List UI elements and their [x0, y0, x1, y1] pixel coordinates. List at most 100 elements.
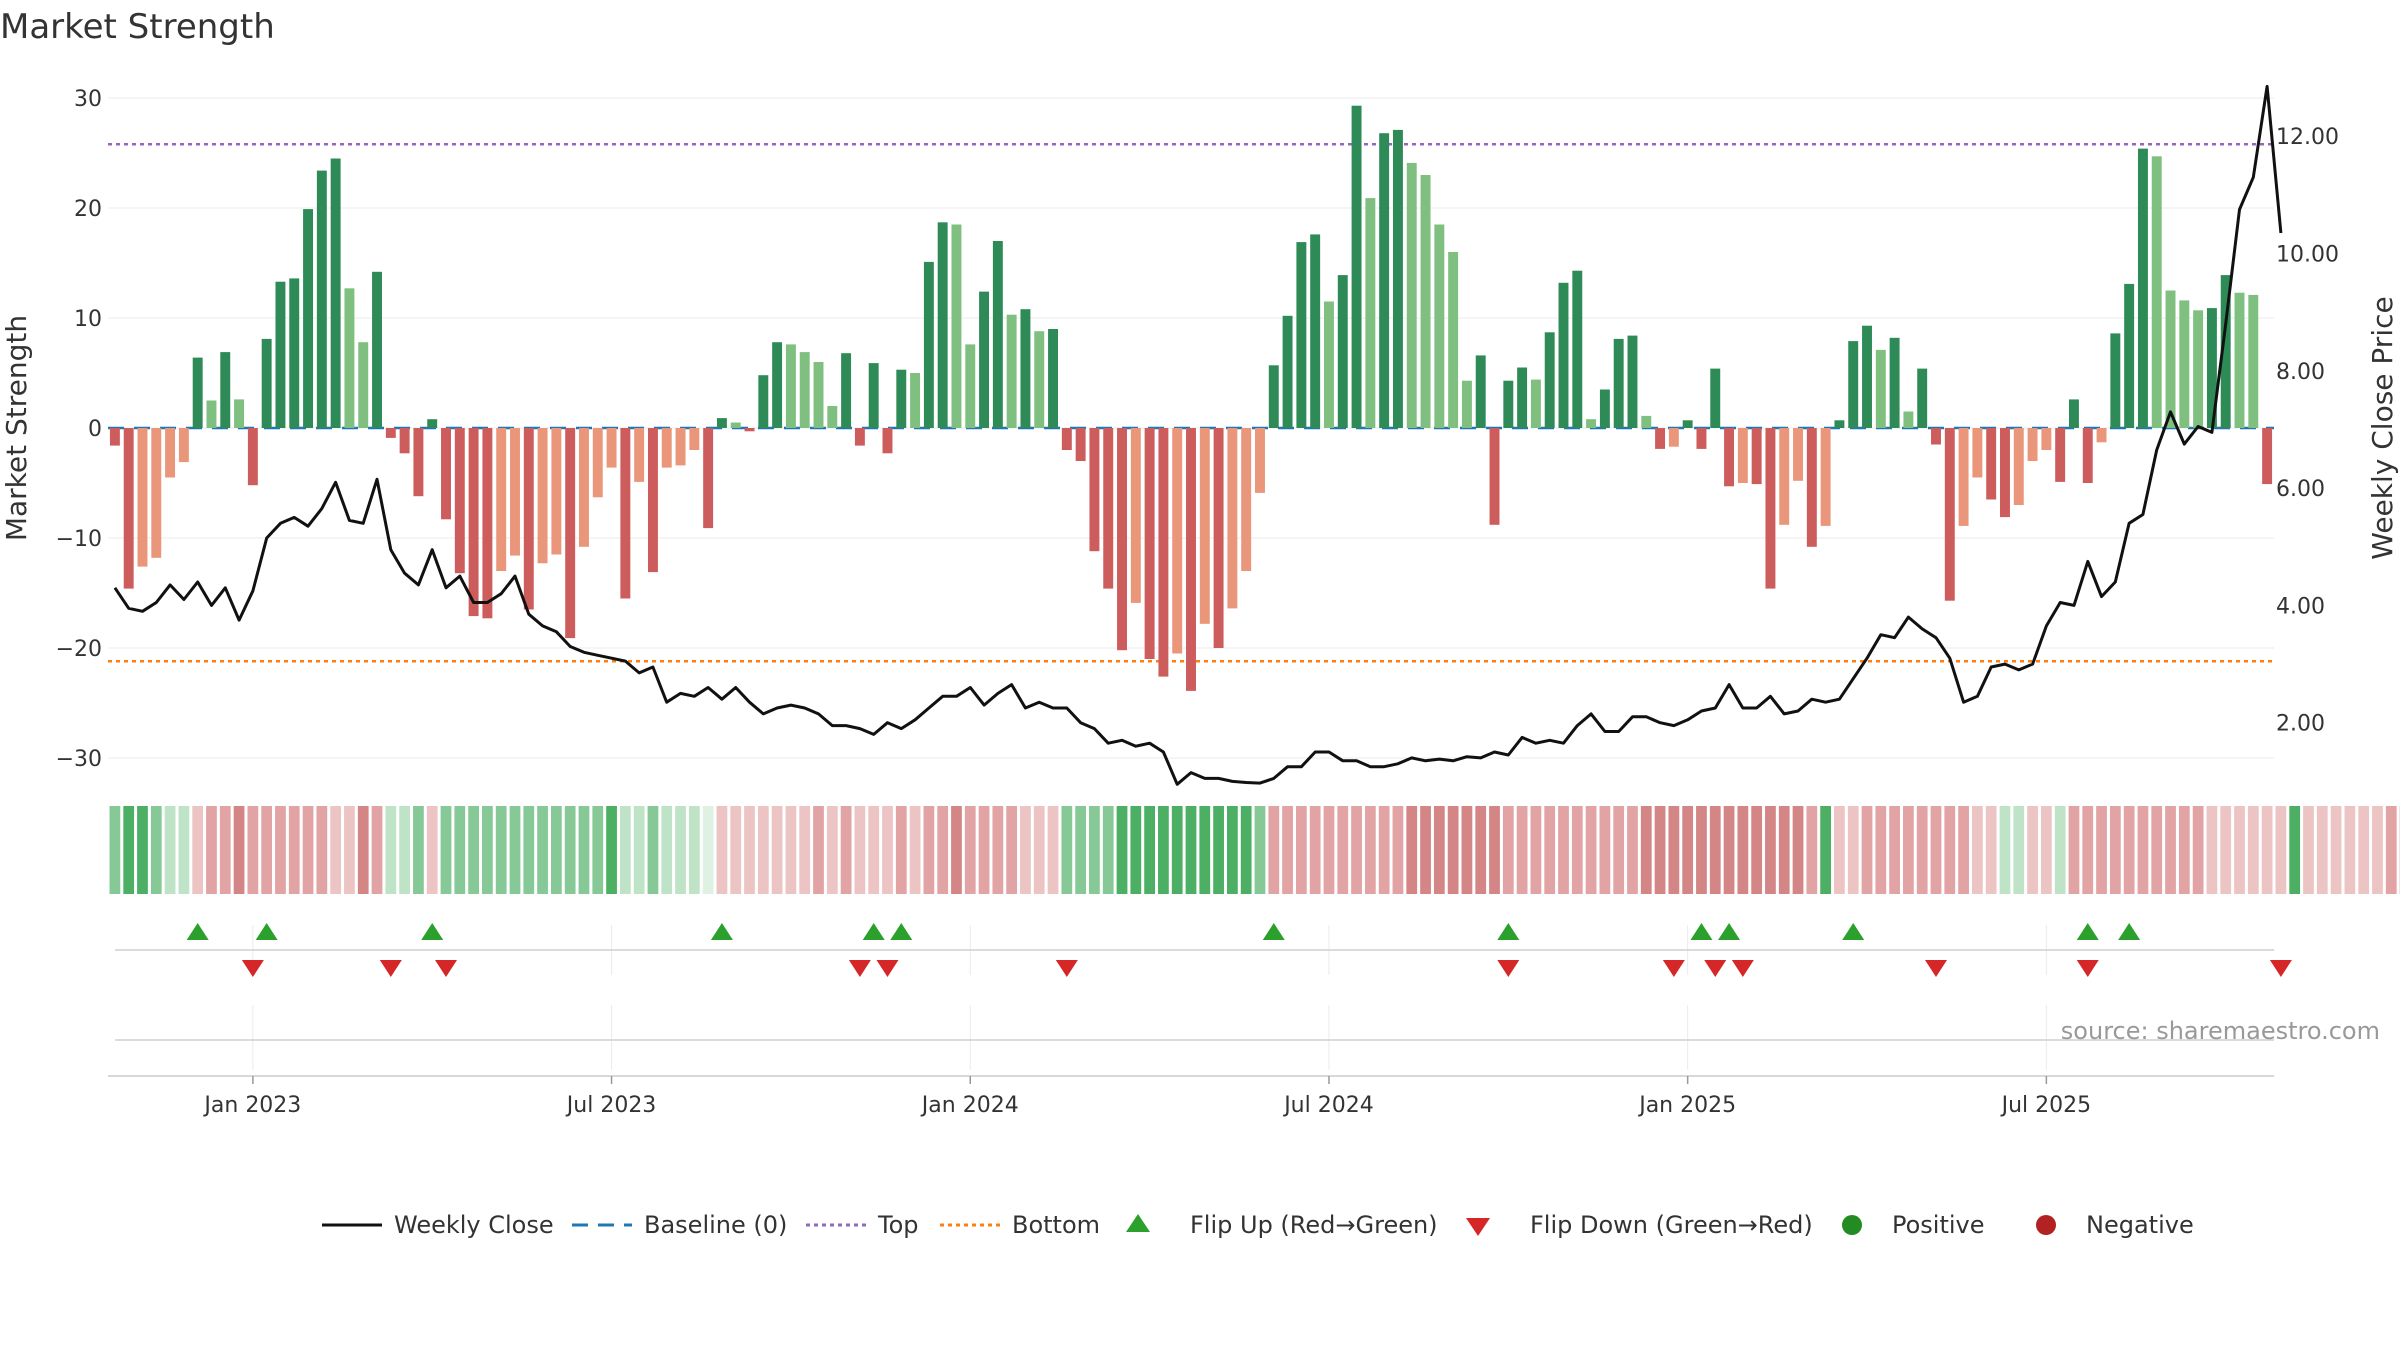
- strength-bar: [1475, 355, 1486, 428]
- strength-bar: [275, 281, 286, 428]
- sentiment-cell: [2206, 806, 2218, 894]
- flip-down-marker: [1662, 960, 1685, 977]
- sentiment-cell: [1806, 806, 1818, 894]
- sentiment-cell: [813, 806, 824, 894]
- source-credit: source: sharemaestro.com: [2061, 1017, 2380, 1045]
- sentiment-cell: [964, 806, 976, 894]
- strength-bar: [965, 344, 976, 428]
- sentiment-cell: [523, 806, 535, 894]
- strength-bar: [1020, 309, 1031, 428]
- sentiment-cell: [1627, 806, 1638, 894]
- flip-up-marker: [862, 923, 885, 940]
- strength-bar: [165, 428, 176, 478]
- y2-tick-label: 6.00: [2276, 477, 2325, 502]
- strength-bar: [854, 428, 865, 446]
- strength-bar: [1420, 175, 1431, 428]
- strength-bar: [1779, 428, 1790, 525]
- strength-bar: [1213, 428, 1224, 648]
- y-tick-label: −30: [56, 747, 102, 772]
- sentiment-cell: [1875, 806, 1887, 894]
- y-tick-label: 10: [74, 307, 102, 332]
- strength-bar: [703, 428, 714, 529]
- strength-bars: [109, 105, 2273, 691]
- x-tick-label: Jan 2024: [920, 1093, 1019, 1118]
- strength-bar: [523, 428, 534, 610]
- sentiment-cell: [1958, 806, 1969, 894]
- sentiment-cell: [150, 806, 162, 894]
- sentiment-cell: [550, 806, 562, 894]
- strength-bar: [372, 271, 382, 428]
- strength-bar: [606, 428, 617, 468]
- sentiment-cell: [1516, 806, 1528, 894]
- sentiment-cell: [137, 806, 148, 894]
- sentiment-cell: [1999, 806, 2011, 894]
- strength-bar: [1323, 301, 1334, 428]
- sentiment-cell: [1006, 806, 1018, 894]
- sentiment-cell: [1337, 806, 1349, 894]
- strength-bar: [2110, 333, 2121, 428]
- flip-up-marker: [186, 923, 209, 940]
- strength-bar: [137, 428, 148, 567]
- sentiment-cell: [206, 806, 217, 894]
- strength-bar: [951, 224, 962, 428]
- sentiment-cell: [1213, 806, 1224, 894]
- strength-bar: [1544, 332, 1555, 428]
- sentiment-cell: [1834, 806, 1845, 894]
- sentiment-cell: [288, 806, 300, 894]
- strength-bar: [1958, 428, 1969, 526]
- strength-bar: [1144, 428, 1155, 659]
- sentiment-cell: [2234, 806, 2245, 894]
- strength-bar: [1765, 428, 1776, 589]
- strength-bar: [772, 342, 783, 428]
- legend-label: Positive: [1892, 1211, 1985, 1239]
- flip-up-marker: [255, 923, 278, 940]
- sentiment-cell: [2358, 806, 2370, 894]
- sentiment-cell: [1295, 806, 1307, 894]
- strength-bar: [537, 428, 548, 564]
- sentiment-cell: [440, 806, 452, 894]
- strength-bar: [758, 375, 769, 428]
- sentiment-cell: [1820, 806, 1832, 894]
- strength-bar: [1048, 329, 1059, 428]
- sentiment-cell: [2330, 806, 2342, 894]
- sentiment-cell: [1351, 806, 1362, 894]
- strength-bar: [344, 288, 355, 428]
- sentiment-cell: [564, 806, 576, 894]
- strength-bar: [1530, 379, 1541, 428]
- sentiment-cell: [123, 806, 135, 894]
- strength-bar: [2220, 275, 2231, 428]
- x-tick-label: Jan 2023: [202, 1093, 301, 1118]
- sentiment-cell: [1751, 806, 1763, 894]
- strength-bar: [1944, 428, 1955, 601]
- strength-bar: [1903, 411, 1914, 428]
- strength-bar: [289, 278, 300, 428]
- y-tick-label: 30: [74, 87, 102, 112]
- sentiment-cell: [2178, 806, 2190, 894]
- strength-bar: [1862, 325, 1872, 428]
- strength-bar: [1268, 365, 1279, 428]
- sentiment-cell: [192, 806, 204, 894]
- flip-up-marker: [1718, 923, 1741, 940]
- sentiment-cell: [1916, 806, 1928, 894]
- sentiment-cell: [1364, 806, 1376, 894]
- flip-down-marker: [848, 960, 871, 977]
- strength-bar: [1006, 314, 1017, 428]
- strength-bar: [151, 428, 162, 558]
- sentiment-cell: [1323, 806, 1335, 894]
- strength-bar: [896, 369, 907, 428]
- sentiment-cell: [757, 806, 769, 894]
- strength-bar: [427, 419, 438, 428]
- flip-up-marker: [1497, 923, 1520, 940]
- strength-bar: [2041, 428, 2052, 450]
- sentiment-cell: [799, 806, 811, 894]
- strength-bar: [234, 399, 245, 428]
- sentiment-cell: [537, 806, 548, 894]
- legend-label: Baseline (0): [644, 1211, 787, 1239]
- strength-bar: [1241, 428, 1252, 571]
- strength-bar: [1158, 428, 1169, 677]
- sentiment-cell: [1227, 806, 1238, 894]
- strength-bar: [1682, 420, 1693, 428]
- strength-bar: [1641, 415, 1652, 428]
- strength-bar: [2000, 428, 2010, 518]
